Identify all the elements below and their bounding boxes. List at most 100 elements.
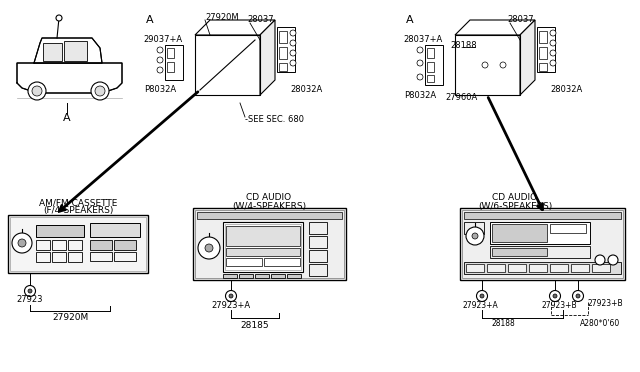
Bar xyxy=(264,258,300,266)
Circle shape xyxy=(28,289,32,293)
Circle shape xyxy=(550,30,556,36)
Bar xyxy=(492,248,547,256)
Circle shape xyxy=(550,40,556,46)
Bar xyxy=(226,226,300,246)
Bar xyxy=(36,252,50,262)
Bar xyxy=(550,224,586,233)
Circle shape xyxy=(472,233,478,239)
Text: A: A xyxy=(146,15,154,25)
Bar xyxy=(460,208,625,280)
Text: CD AUDIO: CD AUDIO xyxy=(492,193,538,202)
Circle shape xyxy=(417,60,423,66)
Bar xyxy=(195,35,260,95)
Bar xyxy=(255,274,269,278)
Bar xyxy=(425,45,443,85)
Text: 28037+A: 28037+A xyxy=(403,35,443,45)
Text: 27920M: 27920M xyxy=(52,314,88,323)
Polygon shape xyxy=(17,63,122,93)
Bar xyxy=(223,222,303,272)
Bar xyxy=(239,274,253,278)
Text: (W/6-SPEAKERS): (W/6-SPEAKERS) xyxy=(478,202,552,211)
Bar xyxy=(466,264,484,272)
Bar xyxy=(271,274,285,278)
Circle shape xyxy=(95,86,105,96)
Circle shape xyxy=(198,237,220,259)
Bar xyxy=(167,48,174,58)
Bar xyxy=(52,252,66,262)
Text: A: A xyxy=(406,15,414,25)
Text: 27920M: 27920M xyxy=(205,13,239,22)
Polygon shape xyxy=(34,38,102,63)
Circle shape xyxy=(417,47,423,53)
Bar xyxy=(68,240,82,250)
Bar xyxy=(36,240,50,250)
Circle shape xyxy=(550,60,556,66)
Bar xyxy=(279,47,287,59)
Text: 28037: 28037 xyxy=(247,16,274,25)
Polygon shape xyxy=(260,20,275,95)
Bar xyxy=(464,222,484,234)
Circle shape xyxy=(417,74,423,80)
Text: CD AUDIO: CD AUDIO xyxy=(246,193,292,202)
Circle shape xyxy=(12,233,32,253)
Polygon shape xyxy=(43,43,62,61)
Bar xyxy=(592,264,610,272)
Text: (F/4-SPEAKERS): (F/4-SPEAKERS) xyxy=(43,206,113,215)
Bar xyxy=(427,75,434,82)
Text: (W/4-SPEAKERS): (W/4-SPEAKERS) xyxy=(232,202,306,211)
Circle shape xyxy=(500,62,506,68)
Bar xyxy=(537,27,555,72)
Circle shape xyxy=(157,57,163,63)
Text: 27923+A: 27923+A xyxy=(462,301,498,311)
Bar xyxy=(464,212,621,219)
Bar xyxy=(68,252,82,262)
Bar xyxy=(427,62,434,72)
Text: A: A xyxy=(63,113,71,123)
Text: 29037+A: 29037+A xyxy=(143,35,182,45)
Bar xyxy=(309,250,327,262)
Circle shape xyxy=(553,294,557,298)
Circle shape xyxy=(573,291,584,301)
Bar xyxy=(226,248,300,256)
Bar xyxy=(193,208,346,280)
Polygon shape xyxy=(455,20,535,35)
Circle shape xyxy=(18,239,26,247)
Circle shape xyxy=(91,82,109,100)
Bar xyxy=(52,240,66,250)
Circle shape xyxy=(229,294,233,298)
Bar xyxy=(464,262,621,274)
Circle shape xyxy=(28,82,46,100)
Text: 27960A: 27960A xyxy=(445,93,477,102)
Bar xyxy=(114,240,136,250)
Circle shape xyxy=(477,291,488,301)
Circle shape xyxy=(466,227,484,245)
Text: -SEE SEC. 680: -SEE SEC. 680 xyxy=(245,115,304,125)
Text: 27923+B: 27923+B xyxy=(588,299,623,308)
Bar xyxy=(492,224,547,242)
Text: P8032A: P8032A xyxy=(144,86,176,94)
Bar xyxy=(309,264,327,276)
Text: 27923+A: 27923+A xyxy=(211,301,251,310)
Bar xyxy=(539,47,547,59)
Bar xyxy=(427,48,434,58)
Bar xyxy=(223,274,237,278)
Text: AM/FM CASSETTE: AM/FM CASSETTE xyxy=(39,199,117,208)
Polygon shape xyxy=(64,41,87,61)
Bar xyxy=(114,252,136,261)
Bar xyxy=(309,236,327,248)
Bar xyxy=(539,63,547,71)
Text: 28185: 28185 xyxy=(241,321,269,330)
Text: 28032A: 28032A xyxy=(550,86,582,94)
Bar xyxy=(490,246,590,258)
Bar xyxy=(36,225,84,237)
Bar xyxy=(90,223,140,237)
Bar xyxy=(571,264,589,272)
Text: 27923+B: 27923+B xyxy=(541,301,577,311)
Polygon shape xyxy=(520,20,535,95)
Bar xyxy=(455,35,520,95)
Bar xyxy=(195,210,344,278)
Circle shape xyxy=(550,291,561,301)
Text: 28037: 28037 xyxy=(507,16,534,25)
Bar xyxy=(539,31,547,43)
Circle shape xyxy=(157,47,163,53)
